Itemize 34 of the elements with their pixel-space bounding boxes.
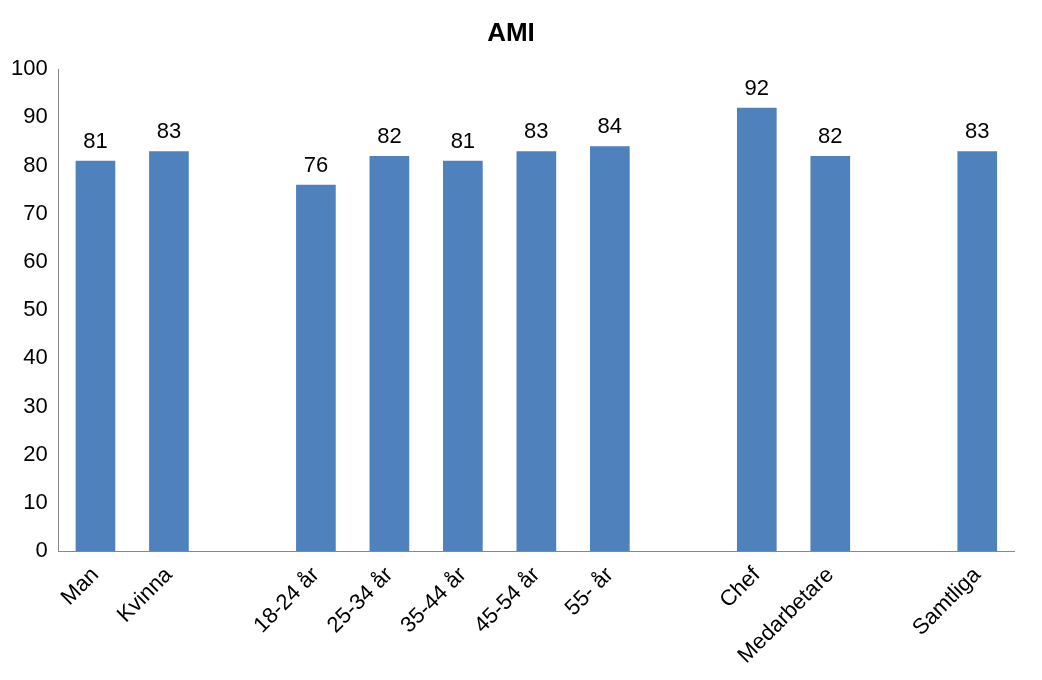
y-tick-label: 50	[23, 296, 48, 322]
bar	[296, 184, 336, 552]
bar	[369, 155, 410, 552]
data-label: 83	[965, 118, 990, 144]
y-tick-label: 100	[10, 55, 48, 81]
y-tick-label: 60	[23, 248, 48, 274]
bar	[443, 160, 483, 552]
y-tick-label: 0	[35, 537, 48, 563]
bar	[516, 151, 557, 552]
data-label: 92	[744, 74, 770, 100]
bar	[957, 151, 998, 552]
x-tick-label: 55- år	[559, 561, 618, 620]
x-tick-label: Man	[55, 561, 104, 610]
data-label: 83	[524, 118, 549, 144]
data-label: 83	[156, 118, 182, 144]
y-tick-label: 10	[23, 489, 48, 514]
bar	[590, 146, 630, 552]
bar	[149, 151, 189, 552]
data-label: 81	[83, 127, 108, 153]
y-tick-label: 40	[23, 344, 48, 370]
bar	[810, 155, 851, 552]
chart-title: AMI	[487, 16, 535, 47]
y-tick-label: 30	[23, 392, 48, 418]
bar	[736, 107, 777, 552]
data-label: 84	[597, 113, 623, 139]
y-tick-label: 80	[23, 151, 48, 177]
y-tick-label: 90	[23, 103, 48, 129]
data-label: 82	[377, 123, 402, 149]
y-tick-label: 70	[23, 199, 48, 225]
data-label: 82	[818, 123, 843, 149]
data-label: 81	[450, 127, 476, 153]
data-label: 76	[303, 151, 329, 177]
y-tick-label: 20	[23, 440, 48, 466]
bar	[75, 160, 116, 552]
